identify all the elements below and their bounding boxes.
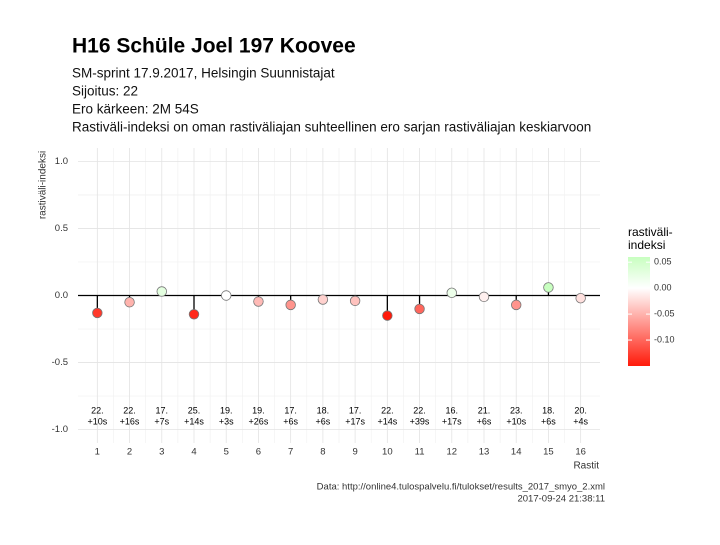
x-tick-label: 13: [479, 447, 490, 458]
caption: Data: http://online4.tulospalvelu.fi/tul…: [317, 482, 605, 493]
y-tick-label: -0.5: [52, 357, 68, 368]
x-tick-label: 10: [382, 447, 393, 458]
rank-label: 17.: [156, 405, 169, 415]
x-tick-label: 6: [256, 447, 261, 458]
x-tick-label: 9: [352, 447, 357, 458]
y-axis-title: rastiväli-indeksi: [38, 151, 49, 219]
split-label: +6s: [541, 416, 556, 426]
y-tick-label: -1.0: [52, 424, 68, 435]
x-tick-label: 15: [543, 447, 554, 458]
x-tick-label: 1: [95, 447, 100, 458]
legend-label: 0.00: [654, 283, 672, 293]
rank-label: 25.: [188, 405, 201, 415]
rank-label: 18.: [317, 405, 330, 415]
split-label: +17s: [442, 416, 462, 426]
split-label: +6s: [316, 416, 331, 426]
x-tick-label: 3: [159, 447, 164, 458]
point: [349, 295, 361, 307]
subtitle: Rastiväli-indeksi on oman rastiväliajan …: [72, 120, 591, 135]
rank-label: 17.: [349, 405, 362, 415]
point: [446, 287, 457, 299]
point: [511, 299, 522, 311]
x-tick-label: 7: [288, 447, 293, 458]
point: [156, 286, 167, 297]
point: [382, 310, 393, 321]
rank-label: 19.: [252, 405, 265, 415]
color-bar: [628, 257, 650, 366]
split-label: +14s: [184, 416, 204, 426]
split-label: +6s: [477, 416, 492, 426]
point: [317, 294, 329, 305]
split-label: +14s: [377, 416, 397, 426]
y-tick-label: 0.5: [55, 223, 68, 234]
rank-label: 22.: [381, 405, 394, 415]
legend-label: -0.05: [654, 308, 675, 318]
split-label: +16s: [120, 416, 140, 426]
x-tick-label: 16: [575, 447, 586, 458]
point: [575, 292, 586, 304]
rank-label: 21.: [478, 405, 491, 415]
split-label: +4s: [573, 416, 588, 426]
subtitle: Ero kärkeen: 2M 54S: [72, 102, 199, 117]
split-label: +7s: [154, 416, 169, 426]
x-tick-label: 14: [511, 447, 522, 458]
point: [414, 303, 425, 315]
point: [92, 307, 103, 319]
rank-label: 23.: [510, 405, 523, 415]
x-tick-label: 8: [320, 447, 325, 458]
split-label: +10s: [87, 416, 107, 426]
rank-label: 22.: [413, 405, 426, 415]
subtitle: SM-sprint 17.9.2017, Helsingin Suunnista…: [72, 66, 335, 81]
split-label: +3s: [219, 416, 234, 426]
rank-label: 22.: [91, 405, 104, 415]
split-label: +39s: [410, 416, 430, 426]
caption: 2017-09-24 21:38:11: [517, 494, 605, 505]
point: [221, 290, 232, 301]
rank-label: 20.: [574, 405, 587, 415]
x-tick-label: 11: [415, 447, 425, 458]
subtitle: Sijoitus: 22: [72, 84, 138, 99]
rank-label: 18.: [542, 405, 555, 415]
x-tick-label: 12: [446, 447, 457, 458]
rank-label: 16.: [446, 405, 459, 415]
point: [188, 309, 200, 320]
split-label: +26s: [249, 416, 269, 426]
split-label: +6s: [283, 416, 298, 426]
rank-label: 17.: [284, 405, 297, 415]
legend-title: indeksi: [628, 238, 665, 252]
point: [285, 299, 296, 311]
rank-label: 22.: [123, 405, 136, 415]
point: [478, 291, 490, 303]
x-tick-label: 5: [224, 447, 229, 458]
chart-title: H16 Schüle Joel 197 Koovee: [72, 35, 356, 58]
y-tick-label: 1.0: [55, 156, 68, 167]
point: [124, 297, 135, 308]
x-tick-label: 2: [127, 447, 132, 458]
x-axis-title: Rastit: [573, 461, 599, 472]
rank-label: 19.: [220, 405, 233, 415]
legend-label: -0.10: [654, 334, 675, 344]
y-tick-label: 0.0: [55, 290, 68, 301]
point: [543, 282, 554, 293]
split-label: +10s: [506, 416, 526, 426]
x-tick-label: 4: [191, 447, 196, 458]
legend-title: rastiväli-: [628, 225, 673, 239]
legend-label: 0.05: [654, 257, 672, 267]
split-label: +17s: [345, 416, 365, 426]
point: [253, 296, 264, 307]
